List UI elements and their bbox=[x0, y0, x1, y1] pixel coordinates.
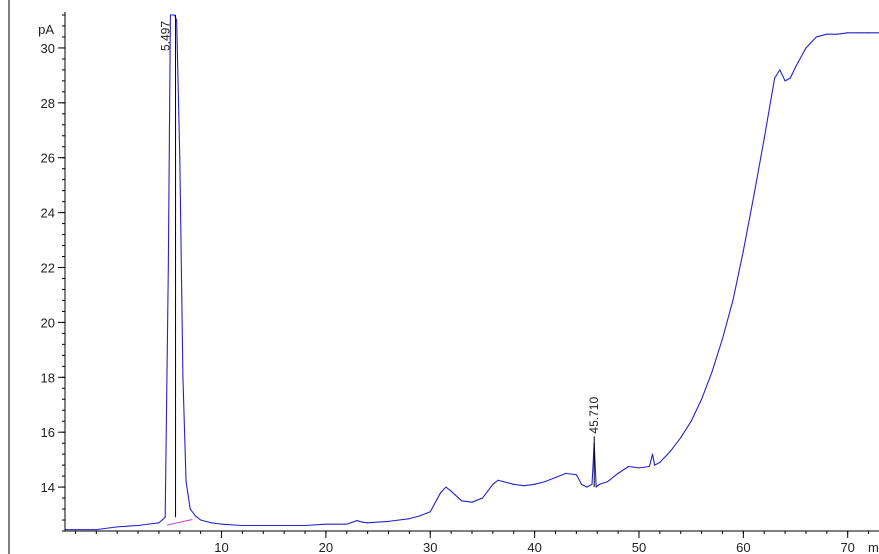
signal-trace-segment bbox=[189, 508, 196, 517]
signal-trace-segment bbox=[356, 520, 363, 523]
signal-trace-segment bbox=[617, 465, 630, 474]
x-tick-label: 10 bbox=[214, 540, 228, 554]
signal-trace-segment bbox=[137, 523, 150, 527]
signal-trace-segment bbox=[595, 483, 600, 488]
signal-trace-segment bbox=[210, 522, 223, 525]
signal-trace-segment bbox=[502, 481, 515, 485]
signal-trace-segment bbox=[116, 524, 139, 528]
signal-trace-segment bbox=[176, 19, 181, 159]
signal-trace-segment bbox=[450, 490, 463, 502]
signal-trace-segment bbox=[575, 474, 583, 485]
integration-baseline bbox=[167, 518, 193, 526]
y-tick-label: 22 bbox=[41, 261, 55, 276]
y-tick-label: 24 bbox=[41, 206, 55, 221]
signal-trace-segment bbox=[763, 77, 776, 140]
y-tick-label: 26 bbox=[41, 151, 55, 166]
signal-trace-segment bbox=[701, 371, 713, 400]
y-tick-label: 16 bbox=[41, 425, 55, 440]
signal-trace-segment bbox=[586, 483, 593, 488]
signal-trace-segment bbox=[742, 195, 755, 252]
signal-trace-segment bbox=[659, 450, 671, 463]
signal-trace-segment bbox=[182, 376, 187, 483]
signal-trace-segment bbox=[361, 521, 369, 524]
x-tick-label: 40 bbox=[527, 540, 541, 554]
signal-trace-segment bbox=[471, 497, 483, 503]
signal-trace-segment bbox=[523, 483, 536, 487]
signal-trace-segment bbox=[445, 486, 452, 492]
x-tick-label: 30 bbox=[423, 540, 437, 554]
signal-trace-segment bbox=[651, 453, 656, 466]
signal-trace-segment bbox=[607, 472, 619, 483]
signal-trace-segment bbox=[774, 69, 781, 79]
signal-trace-segment bbox=[680, 420, 692, 439]
signal-trace-segment bbox=[367, 520, 390, 524]
x-tick-label: 70 bbox=[840, 540, 854, 554]
signal-trace-segment bbox=[158, 516, 166, 524]
signal-trace-segment bbox=[179, 157, 184, 378]
signal-trace-segment bbox=[147, 522, 160, 525]
series-layer bbox=[64, 14, 879, 531]
y-axis-unit-label: pA bbox=[38, 22, 54, 37]
signal-trace-segment bbox=[581, 483, 588, 488]
signal-trace-segment bbox=[429, 492, 442, 513]
signal-trace-segment bbox=[200, 519, 212, 524]
baseline-layer bbox=[167, 518, 193, 526]
signal-trace-segment bbox=[732, 250, 744, 302]
signal-trace-segment bbox=[440, 486, 447, 494]
y-tick-label: 20 bbox=[41, 315, 55, 330]
signal-trace-segment bbox=[711, 338, 724, 373]
signal-trace-segment bbox=[565, 472, 577, 476]
signal-trace-segment bbox=[779, 69, 786, 82]
peak-retention-label: 5.497 bbox=[159, 21, 173, 51]
signal-trace-segment bbox=[497, 479, 504, 483]
signal-trace-segment bbox=[346, 520, 358, 525]
signal-trace-segment bbox=[408, 515, 421, 520]
label-layer: 14 16 18 20 22 24 26 28 30 10 20 30 40 50 60 70 pA mi 5.49… bbox=[38, 21, 879, 554]
y-tick-label: 30 bbox=[41, 41, 55, 56]
signal-trace-segment bbox=[419, 511, 431, 517]
signal-trace-segment bbox=[815, 33, 828, 38]
signal-trace-segment bbox=[627, 465, 640, 469]
signal-trace-segment bbox=[753, 137, 765, 197]
signal-trace-segment bbox=[654, 461, 661, 466]
signal-trace-segment bbox=[164, 266, 169, 518]
signal-trace-segment bbox=[805, 36, 817, 49]
signal-trace-segment bbox=[648, 453, 654, 468]
signal-trace-segment bbox=[513, 483, 525, 487]
signal-trace-segment bbox=[554, 472, 567, 479]
signal-trace-segment bbox=[194, 515, 202, 521]
peak-retention-label: 45.710 bbox=[587, 397, 601, 434]
signal-trace-segment bbox=[95, 526, 118, 531]
y-tick-label: 28 bbox=[41, 96, 55, 111]
signal-trace-segment bbox=[167, 14, 171, 269]
signal-trace-segment bbox=[481, 483, 494, 499]
peak-marker-layer bbox=[175, 15, 595, 518]
signal-trace-segment bbox=[721, 299, 734, 340]
axes-layer bbox=[8, 0, 879, 554]
signal-trace-segment bbox=[784, 77, 791, 82]
signal-trace-segment bbox=[836, 32, 849, 35]
y-tick-label: 18 bbox=[41, 370, 55, 385]
x-axis-unit-label: mi bbox=[868, 540, 879, 554]
signal-trace-segment bbox=[185, 481, 191, 510]
signal-trace-segment bbox=[638, 465, 650, 469]
signal-trace-segment bbox=[669, 437, 682, 452]
signal-trace-segment bbox=[794, 47, 807, 68]
signal-trace-segment bbox=[789, 66, 797, 79]
signal-trace-segment bbox=[461, 500, 473, 503]
signal-trace-segment bbox=[220, 523, 243, 527]
signal-trace-segment bbox=[387, 518, 410, 522]
signal-trace-segment bbox=[492, 479, 499, 485]
signal-trace-segment bbox=[304, 523, 327, 527]
signal-trace-segment bbox=[690, 398, 703, 422]
signal-trace-segment bbox=[534, 481, 546, 485]
x-tick-label: 20 bbox=[319, 540, 333, 554]
x-tick-label: 60 bbox=[736, 540, 750, 554]
y-tick-label: 14 bbox=[41, 480, 55, 495]
signal-trace-segment bbox=[598, 481, 609, 485]
signal-trace-segment bbox=[544, 476, 557, 483]
x-tick-label: 50 bbox=[632, 540, 646, 554]
